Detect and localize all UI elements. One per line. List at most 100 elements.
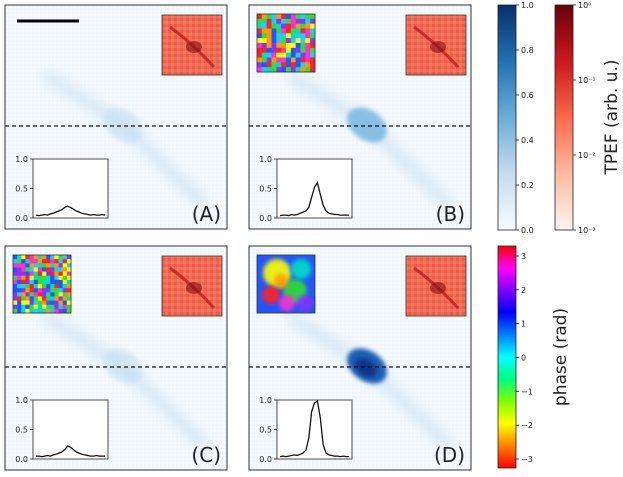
phase-cell <box>310 18 316 24</box>
phase-cell <box>54 304 59 310</box>
phase-cell <box>290 28 296 34</box>
phase-cell <box>50 304 55 310</box>
phase-cell <box>290 33 296 39</box>
profile-ytick-label: 1.0 <box>259 155 272 164</box>
phase-cell <box>54 267 59 272</box>
phase-cell <box>37 292 43 297</box>
phase-cell <box>13 263 18 268</box>
tpef-colorbar: 10⁰ 10⁻¹ 10⁻² 10⁻³ TPEF (arb. u.) <box>554 1 622 235</box>
phase-cell <box>66 259 72 264</box>
phase-cell <box>46 275 51 281</box>
phase-cell <box>21 267 26 272</box>
phase-cell <box>286 43 292 49</box>
phase-cell <box>300 18 306 24</box>
phase-cell <box>266 57 272 63</box>
profile-ytick-label: 0.5 <box>259 426 272 435</box>
phase-cell <box>271 18 277 24</box>
phase-cell <box>286 33 292 39</box>
phase-cell <box>13 308 18 314</box>
phase-cell <box>286 62 292 68</box>
phase-cell <box>46 308 51 314</box>
phase-cell <box>42 292 47 297</box>
tpef-tick-label: 10⁻¹ <box>578 76 596 85</box>
phase-cell <box>37 255 43 260</box>
phase-cell <box>295 14 301 20</box>
tpef-inset-soma <box>430 282 446 294</box>
phase-cell <box>271 57 277 63</box>
phase-cell <box>58 308 64 314</box>
phase-cell <box>33 292 39 297</box>
profile-ytick-label: 0.0 <box>259 455 272 464</box>
phase-cell <box>257 62 263 68</box>
phase-cell <box>257 14 263 20</box>
phase-cell <box>300 62 306 68</box>
phase-cell <box>271 67 277 73</box>
phase-cell <box>295 18 301 24</box>
phase-inset-frame <box>256 254 316 314</box>
phase-cell <box>290 47 296 53</box>
phase-cell <box>46 263 51 268</box>
phase-cell <box>62 275 68 281</box>
phase-cell <box>37 279 43 285</box>
phase-cell <box>50 288 55 293</box>
phase-cell <box>33 267 39 272</box>
colorbars: 1.0 0.8 0.6 0.4 0.2 0.0 10⁰ 10⁻¹ 10⁻² 10⁻³ TPEF … <box>497 1 622 469</box>
phase-cell <box>286 23 292 29</box>
phase-cell <box>261 57 267 63</box>
panel-a: 1.0 0.5 0.0 (A) <box>4 4 228 230</box>
phase-cell <box>276 23 282 29</box>
intensity-colorbar: 1.0 0.8 0.6 0.4 0.2 0.0 <box>497 1 534 235</box>
phase-cell <box>281 18 287 24</box>
phase-cell <box>42 267 47 272</box>
phase-cell <box>46 300 51 306</box>
phase-cell <box>276 43 282 49</box>
phase-tick-label: −3 <box>521 455 533 464</box>
phase-cell <box>300 38 306 44</box>
phase-cell <box>54 296 59 301</box>
phase-cell <box>13 259 18 264</box>
phase-cell <box>25 292 30 297</box>
phase-cell <box>29 279 35 285</box>
phase-cell <box>13 255 18 260</box>
profile-inset: 1.0 0.5 0.0 <box>15 155 109 223</box>
intensity-tick-label: 0.8 <box>521 46 534 55</box>
phase-cell <box>290 18 296 24</box>
phase-cell <box>266 18 272 24</box>
phase-cell <box>276 18 282 24</box>
intensity-tick-label: 1.0 <box>521 1 534 10</box>
phase-cell <box>266 38 272 44</box>
profile-ytick-label: 0.5 <box>259 185 272 194</box>
phase-cell <box>305 28 311 34</box>
phase-cell <box>305 18 311 24</box>
phase-cell <box>261 38 267 44</box>
phase-cell <box>21 271 26 277</box>
phase-cell <box>286 57 292 63</box>
phase-cell <box>58 300 64 306</box>
phase-cell <box>54 263 59 268</box>
phase-colorbar: 3 2 1 0 −1 −2 −3 phase (rad) <box>497 245 571 469</box>
phase-cell <box>25 284 30 289</box>
phase-cell <box>50 263 55 268</box>
profile-line <box>279 180 349 217</box>
panel-label: (B) <box>436 202 465 226</box>
phase-cell <box>33 263 39 268</box>
phase-cell <box>62 288 68 293</box>
phase-cell <box>33 284 39 289</box>
phase-cell <box>54 255 59 260</box>
phase-cell <box>42 300 47 306</box>
phase-cell <box>13 279 18 285</box>
phase-cell <box>290 14 296 20</box>
phase-tick-label: −2 <box>521 421 533 430</box>
phase-tick-label: 1 <box>521 320 526 329</box>
phase-cell <box>286 47 292 53</box>
phase-cell <box>62 267 68 272</box>
phase-cell <box>54 275 59 281</box>
phase-cell <box>66 279 72 285</box>
phase-cell <box>300 47 306 53</box>
phase-cell <box>17 304 22 310</box>
phase-blob <box>274 274 288 288</box>
phase-blob <box>297 295 313 311</box>
phase-cell <box>300 14 306 20</box>
phase-cell <box>276 38 282 44</box>
